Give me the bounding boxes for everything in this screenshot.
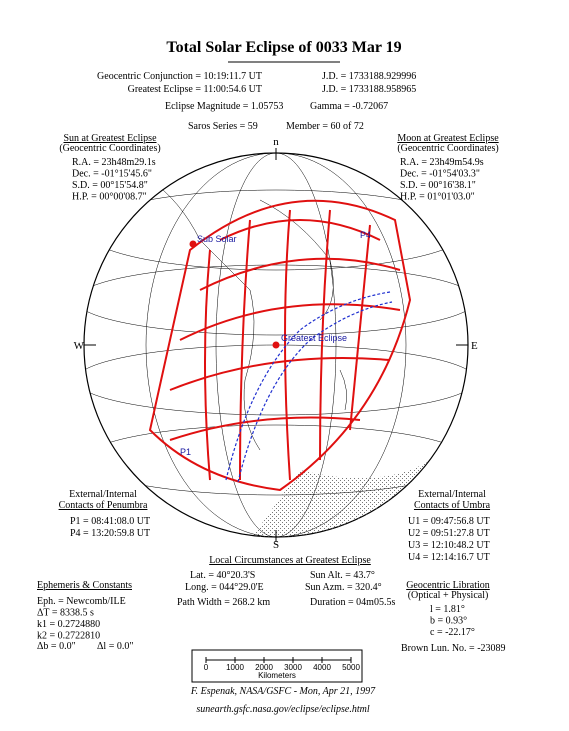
scale-label: 5000: [342, 663, 360, 672]
umbra-contact: U4 = 12:14:16.7 UT: [408, 552, 490, 563]
sun-block: Sun at Greatest Eclipse (Geocentric Coor…: [59, 133, 160, 203]
sun-coordinate: H.P. = 00°00'08.7": [72, 192, 147, 203]
greatest-eclipse-label: Greatest Eclipse: [281, 333, 347, 343]
penumbra-subtitle: Contacts of Penumbra: [59, 500, 148, 511]
libration-line: l = 1.81°: [430, 604, 465, 615]
sub-solar-point: [189, 240, 197, 248]
p4-label: P4: [360, 230, 371, 240]
magnitude: Eclipse Magnitude = 1.05753: [165, 101, 283, 112]
umbra-contact: U1 = 09:47:56.8 UT: [408, 516, 490, 527]
local-sun-azm: Sun Azm. = 320.4°: [305, 582, 382, 593]
scale-label: 3000: [284, 663, 302, 672]
moon-coordinate: Dec. = -01°54'03.3": [400, 169, 480, 180]
moon-title: Moon at Greatest Eclipse: [397, 133, 499, 144]
west-label: W: [74, 340, 85, 352]
greatest-eclipse-point: [272, 341, 280, 349]
umbra-block: External/Internal Contacts of Umbra U1 =…: [408, 489, 491, 563]
penumbra-title: External/Internal: [69, 489, 137, 500]
conjunction-jd: J.D. = 1733188.929996: [322, 71, 416, 82]
brown-lunation: Brown Lun. No. = -23089: [401, 643, 506, 654]
libration-line: b = 0.93°: [430, 616, 467, 627]
libration-line: c = -22.17°: [430, 627, 475, 638]
sub-solar-label: Sub Solar: [197, 234, 237, 244]
sun-coordinate: Dec. = -01°15'45.6": [72, 169, 152, 180]
penumbra-block: External/Internal Contacts of Penumbra P…: [59, 489, 151, 539]
ephemeris-line: k1 = 0.2724880: [37, 619, 100, 630]
greatest: Greatest Eclipse = 11:00:54.6 UT: [128, 84, 262, 95]
p1-label: P1: [180, 447, 191, 457]
ephemeris-title: Ephemeris & Constants: [37, 580, 132, 591]
moon-coordinate: H.P. = 01°01'03.0": [400, 192, 475, 203]
local-lat: Lat. = 40°20.3'S: [190, 570, 255, 581]
umbra-title: External/Internal: [418, 489, 486, 500]
local-path-width: Path Width = 268.2 km: [177, 597, 270, 608]
saros: Saros Series = 59: [188, 121, 258, 132]
gamma: Gamma = -0.72067: [310, 101, 388, 112]
moon-block: Moon at Greatest Eclipse (Geocentric Coo…: [397, 133, 499, 203]
ephemeris-dl: Δl = 0.0": [97, 641, 133, 652]
sun-coordinate: S.D. = 00°15'54.8": [72, 180, 148, 191]
libration-title: Geocentric Libration: [406, 580, 490, 591]
ephemeris-line: k2 = 0.2722810: [37, 631, 100, 642]
local-sun-alt: Sun Alt. = 43.7°: [310, 570, 375, 581]
greatest-jd: J.D. = 1733188.958965: [322, 84, 416, 95]
moon-coordinate: S.D. = 00°16'38.1": [400, 180, 476, 191]
south-label: S: [273, 539, 279, 551]
penumbra-contact: P4 = 13:20:59.8 UT: [70, 528, 150, 539]
scale-label: 0: [204, 663, 209, 672]
credit: F. Espenak, NASA/GSFC - Mon, Apr 21, 199…: [190, 686, 376, 697]
scale-bar: Kilometers 0 1000 2000 3000 4000 5000: [191, 649, 363, 683]
umbra-subtitle: Contacts of Umbra: [414, 500, 491, 511]
north-label: n: [273, 136, 279, 148]
local-duration: Duration = 04m05.5s: [310, 597, 395, 608]
libration-subtitle: (Optical + Physical): [408, 590, 489, 601]
url: sunearth.gsfc.nasa.gov/eclipse/eclipse.h…: [196, 704, 370, 715]
sun-subtitle: (Geocentric Coordinates): [59, 143, 160, 154]
title: Total Solar Eclipse of 0033 Mar 19: [166, 39, 401, 56]
scale-unit: Kilometers: [258, 671, 296, 680]
scale-label: 4000: [313, 663, 331, 672]
umbra-contact: U3 = 12:10:48.2 UT: [408, 540, 490, 551]
sun-title: Sun at Greatest Eclipse: [63, 133, 157, 144]
local-long: Long. = 044°29.0'E: [185, 582, 264, 593]
ephemeris-line: Eph. = Newcomb/ILE: [37, 596, 126, 607]
ephemeris-db: Δb = 0.0": [37, 641, 76, 652]
east-label: E: [471, 340, 478, 352]
local-title: Local Circumstances at Greatest Eclipse: [209, 555, 371, 566]
scale-label: 2000: [255, 663, 273, 672]
scale-label: 1000: [226, 663, 244, 672]
sun-coordinate: R.A. = 23h48m29.1s: [72, 157, 156, 168]
penumbra-contact: P1 = 08:41:08.0 UT: [70, 516, 150, 527]
member: Member = 60 of 72: [286, 121, 364, 132]
moon-subtitle: (Geocentric Coordinates): [397, 143, 498, 154]
conjunction: Geocentric Conjunction = 10:19:11.7 UT: [97, 71, 262, 82]
moon-coordinate: R.A. = 23h49m54.9s: [400, 157, 484, 168]
umbra-contact: U2 = 09:51:27.8 UT: [408, 528, 490, 539]
ephemeris-line: ΔT = 8338.5 s: [37, 608, 94, 619]
ephemeris-block: Ephemeris & Constants Δb = 0.0" Δl = 0.0…: [37, 580, 133, 652]
libration-block: Geocentric Libration (Optical + Physical…: [401, 580, 506, 654]
